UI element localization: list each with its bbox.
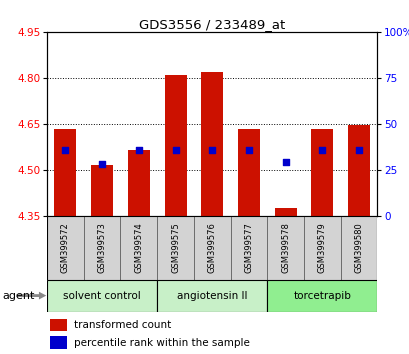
Text: GSM399580: GSM399580 [353,222,362,273]
Point [355,147,361,153]
Bar [267,216,303,280]
Text: transformed count: transformed count [73,320,171,330]
Point [135,147,142,153]
Point [318,147,325,153]
Bar [347,125,369,216]
Bar [230,216,267,280]
Text: GSM399575: GSM399575 [171,222,180,273]
Text: GSM399579: GSM399579 [317,222,326,273]
Text: torcetrapib: torcetrapib [292,291,350,301]
Bar [340,216,376,280]
Bar [201,72,222,216]
Point [62,147,69,153]
Text: GSM399578: GSM399578 [280,222,289,273]
Text: percentile rank within the sample: percentile rank within the sample [73,338,249,348]
Bar [120,216,157,280]
Point [99,161,105,167]
Bar [267,280,376,312]
Bar [310,129,333,216]
Text: GSM399574: GSM399574 [134,222,143,273]
Text: solvent control: solvent control [63,291,141,301]
Text: GSM399573: GSM399573 [97,222,106,273]
Bar [157,216,193,280]
Bar [47,280,157,312]
Bar [54,129,76,216]
Bar [91,165,113,216]
Title: GDS3556 / 233489_at: GDS3556 / 233489_at [139,18,285,31]
Bar [303,216,340,280]
Bar [164,75,186,216]
Text: agent: agent [2,291,34,301]
Bar [237,129,259,216]
Bar [128,150,149,216]
Text: GSM399577: GSM399577 [244,222,253,273]
Point [245,147,252,153]
Bar [50,319,67,331]
Text: angiotensin II: angiotensin II [177,291,247,301]
Bar [83,216,120,280]
Point [172,147,178,153]
Point [209,147,215,153]
Text: GSM399572: GSM399572 [61,222,70,273]
Bar [50,336,67,349]
Text: GSM399576: GSM399576 [207,222,216,273]
Bar [157,280,267,312]
Bar [274,208,296,216]
Point [281,159,288,165]
Bar [47,216,83,280]
Bar [193,216,230,280]
